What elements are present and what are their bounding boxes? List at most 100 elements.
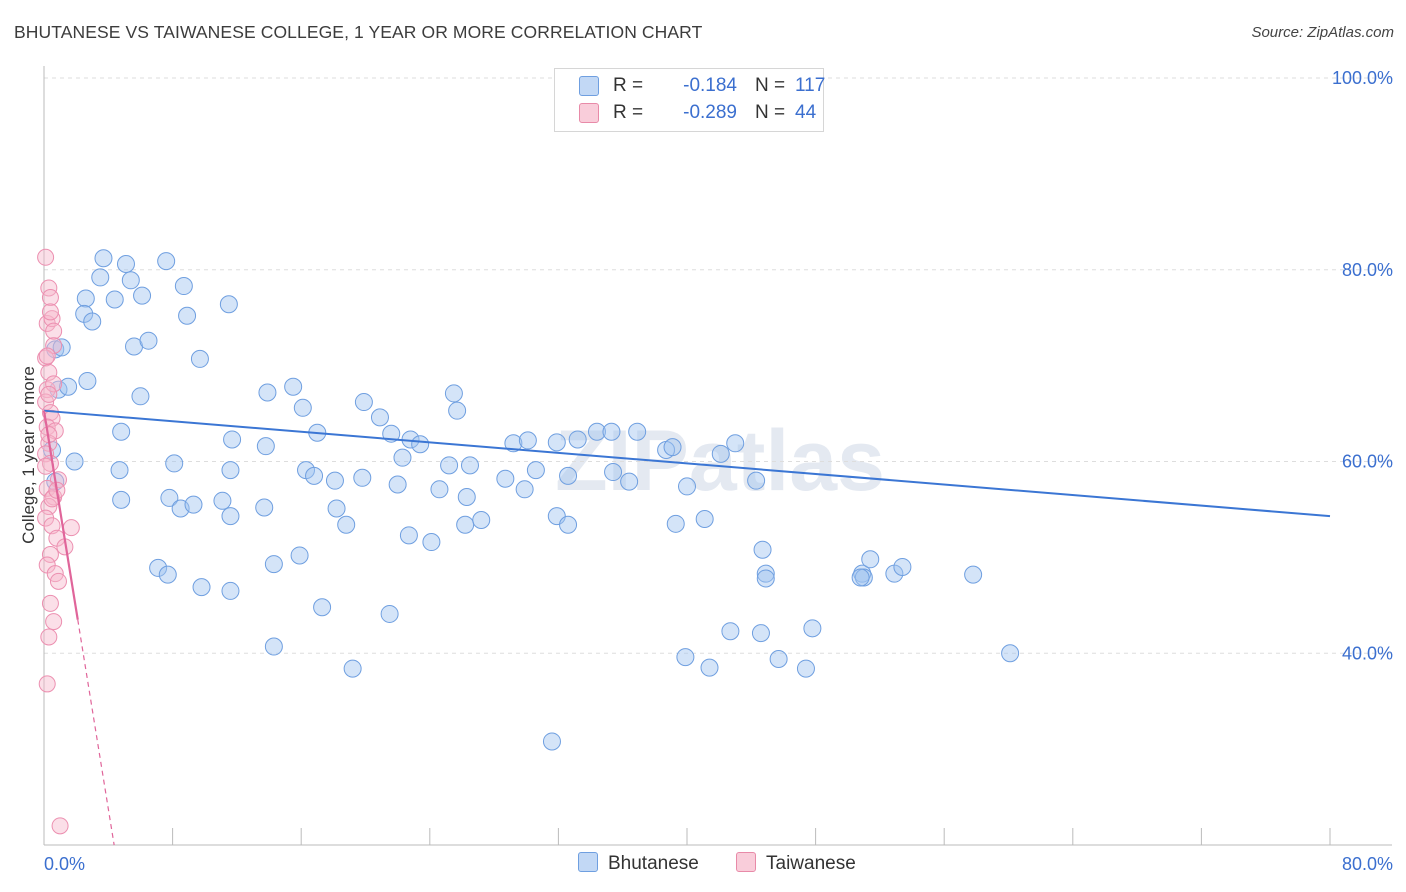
y-tick-label: 80.0% (1342, 260, 1393, 280)
point-bhutanese (305, 466, 324, 485)
legend-r-value: -0.184 (683, 75, 737, 96)
legend-n-label: N = (755, 75, 786, 96)
point-bhutanese (620, 472, 639, 491)
point-bhutanese (353, 468, 372, 487)
point-bhutanese (676, 648, 695, 667)
point-bhutanese (83, 312, 102, 331)
point-taiwanese (45, 322, 63, 340)
point-bhutanese (325, 471, 344, 490)
point-taiwanese (40, 385, 58, 403)
point-bhutanese (131, 387, 150, 406)
point-bhutanese (756, 564, 775, 583)
point-bhutanese (711, 444, 730, 463)
legend-n-label: N = (755, 102, 786, 123)
point-bhutanese (370, 408, 389, 427)
point-bhutanese (112, 422, 131, 441)
point-bhutanese (221, 507, 240, 526)
point-bhutanese (518, 431, 537, 450)
point-bhutanese (504, 434, 523, 453)
point-bhutanese (747, 471, 766, 490)
point-bhutanese (542, 732, 561, 751)
point-bhutanese (133, 286, 152, 305)
point-bhutanese (380, 604, 399, 623)
point-taiwanese (51, 817, 69, 835)
point-bhutanese (121, 271, 140, 290)
point-bhutanese (258, 383, 277, 402)
point-bhutanese (472, 510, 491, 529)
trendline-bhutanese (43, 409, 1331, 518)
point-bhutanese (399, 526, 418, 545)
point-bhutanese (221, 461, 240, 480)
point-bhutanese (213, 491, 232, 510)
point-bhutanese (223, 430, 242, 449)
point-taiwanese (41, 594, 59, 612)
point-bhutanese (796, 659, 815, 678)
point-taiwanese (43, 310, 61, 328)
point-taiwanese (41, 545, 59, 563)
y-tick-label: 40.0% (1342, 643, 1393, 663)
point-bhutanese (293, 398, 312, 417)
point-bhutanese (861, 550, 880, 569)
point-bhutanese (666, 514, 685, 533)
point-bhutanese (190, 349, 209, 368)
point-bhutanese (139, 331, 158, 350)
point-bhutanese (1001, 644, 1020, 663)
legend-r-label: R = (613, 102, 644, 123)
point-taiwanese (43, 490, 61, 508)
point-taiwanese (45, 613, 63, 631)
point-bhutanese (448, 401, 467, 420)
point-bhutanese (587, 422, 606, 441)
point-taiwanese (37, 248, 55, 266)
point-bhutanese (94, 249, 113, 268)
point-bhutanese (192, 578, 211, 597)
point-taiwanese (49, 572, 67, 590)
point-bhutanese (547, 433, 566, 452)
legend-n-value: 44 (795, 102, 817, 123)
bottom-swatch-taiwanese (736, 852, 756, 872)
point-bhutanese (160, 488, 179, 507)
chart-title: BHUTANESE VS TAIWANESE COLLEGE, 1 YEAR O… (14, 22, 703, 42)
point-bhutanese (559, 466, 578, 485)
point-bhutanese (526, 461, 545, 480)
point-bhutanese (721, 622, 740, 641)
point-bhutanese (803, 619, 822, 638)
point-bhutanese (105, 290, 124, 309)
point-bhutanese (219, 295, 238, 314)
point-bhutanese (327, 499, 346, 518)
point-bhutanese (264, 555, 283, 574)
legend-swatch-taiwanese (579, 103, 599, 123)
point-bhutanese (456, 515, 475, 534)
point-bhutanese (255, 498, 274, 517)
point-bhutanese (343, 659, 362, 678)
point-bhutanese (851, 568, 870, 587)
point-taiwanese (40, 628, 58, 646)
point-bhutanese (178, 306, 197, 325)
point-bhutanese (78, 371, 97, 390)
legend-r-label: R = (613, 75, 644, 96)
point-bhutanese (157, 252, 176, 271)
point-bhutanese (964, 565, 983, 584)
point-bhutanese (460, 456, 479, 475)
x-tick-label: 80.0% (1342, 854, 1393, 874)
legend-r-value: -0.289 (683, 102, 737, 123)
point-bhutanese (110, 461, 129, 480)
bottom-legend-taiwanese: Taiwanese (736, 852, 856, 875)
y-tick-label: 60.0% (1342, 452, 1393, 472)
point-bhutanese (393, 448, 412, 467)
point-bhutanese (756, 569, 775, 588)
point-bhutanese (496, 469, 515, 488)
legend-n-value: 117 (795, 75, 826, 96)
point-taiwanese (38, 675, 56, 693)
point-bhutanese (440, 456, 459, 475)
bottom-legend-label: Bhutanese (608, 853, 699, 874)
point-taiwanese (45, 375, 63, 393)
bottom-legend-bhutanese: Bhutanese (578, 852, 699, 875)
correlation-legend: R = -0.184 N = 117 R = -0.289 N = 44 (554, 68, 826, 132)
point-bhutanese (112, 490, 131, 509)
point-bhutanese (753, 540, 772, 559)
point-taiwanese (41, 289, 59, 307)
point-bhutanese (604, 463, 623, 482)
point-bhutanese (149, 558, 168, 577)
point-bhutanese (422, 533, 441, 552)
y-axis-title: College, 1 year or more (19, 366, 38, 544)
